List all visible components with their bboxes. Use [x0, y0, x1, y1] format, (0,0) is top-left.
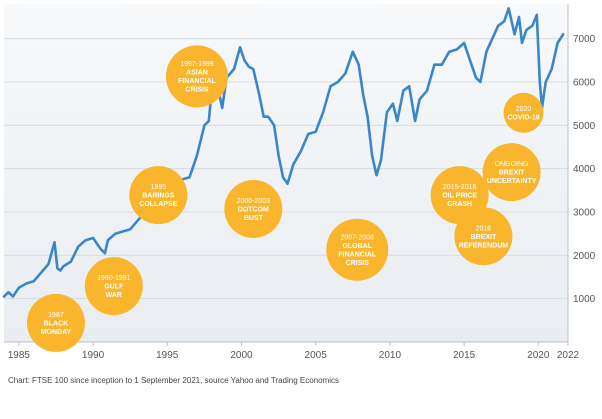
annotation-text: BREXIT — [499, 170, 525, 177]
annotation-text: 1990-1991 — [97, 275, 131, 282]
y-tick-label: 5000 — [573, 121, 596, 132]
y-tick-label: 7000 — [573, 34, 596, 45]
y-tick-label: 3000 — [573, 208, 596, 219]
annotation-text: 2020 — [516, 106, 532, 113]
annotation-text: 1987 — [48, 312, 64, 319]
annotation-bubble: 2020 COVID-19 — [503, 92, 544, 133]
annotation-text: DOTCOM — [238, 206, 269, 213]
x-tick-label: 2020 — [527, 350, 550, 361]
x-tick-label: 2015 — [453, 350, 476, 361]
x-tick-label: 2010 — [379, 350, 402, 361]
annotation-circle — [84, 257, 143, 316]
x-axis: 1985 1990 1995 2000 2005 2010 2015 2020 2022 — [4, 341, 580, 361]
annotation-text: 1997-1999 — [180, 61, 214, 68]
annotation-text: REFERENDUM — [459, 242, 509, 249]
annotation-text: OIL PRICE — [442, 193, 477, 200]
annotation-circle — [454, 207, 513, 266]
annotation-text: 1995 — [151, 184, 167, 191]
x-tick-label: 1990 — [82, 350, 105, 361]
x-tick-label: 2000 — [230, 350, 253, 361]
chart-caption: Chart: FTSE 100 since inception to 1 Sep… — [8, 376, 340, 385]
annotation-text: BLACK — [44, 320, 69, 327]
annotation-text: ASIAN — [186, 70, 208, 77]
annotation-text: COVID-19 — [507, 115, 539, 122]
annotation-text: CRASH — [447, 201, 472, 208]
annotation-text: GULF — [104, 284, 124, 291]
x-tick-label: 2005 — [305, 350, 328, 361]
x-tick-label: 1985 — [8, 350, 31, 361]
series-layer — [2, 7, 565, 298]
annotation-text: FINANCIAL — [178, 78, 216, 85]
annotation-text: BUST — [244, 215, 264, 222]
annotation-text: ONGOING — [495, 161, 529, 168]
y-axis: 1000 2000 3000 4000 5000 6000 7000 — [567, 4, 596, 342]
annotation-text: CRISIS — [185, 87, 209, 94]
annotation-circle — [503, 92, 544, 133]
annotation-text: BREXIT — [471, 234, 497, 241]
annotation-circle — [129, 166, 188, 225]
annotation-text: GLOBAL — [342, 243, 372, 250]
annotation-text: CRISIS — [346, 260, 370, 267]
annotation-circle — [224, 179, 283, 238]
annotation-circle — [26, 293, 85, 352]
annotation-text: BARINGS — [142, 193, 175, 200]
annotation-text: 2015-2016 — [443, 184, 477, 191]
annotation-text: MONDAY — [41, 329, 72, 336]
y-tick-label: 1000 — [573, 294, 596, 305]
annotation-circle — [326, 218, 389, 281]
x-tick-label: 2022 — [557, 350, 580, 361]
y-tick-label: 4000 — [573, 164, 596, 175]
annotation-circle — [165, 45, 228, 108]
annotation-text: COLLAPSE — [139, 201, 177, 208]
y-tick-label: 2000 — [573, 251, 596, 262]
annotation-text: 2007-2008 — [340, 234, 374, 241]
annotation-text: WAR — [106, 292, 122, 299]
annotation-text: FINANCIAL — [338, 251, 376, 258]
x-tick-label: 1995 — [156, 350, 179, 361]
annotation-text: UNCERTAINTY — [487, 178, 537, 185]
annotation-text: 2016 — [476, 225, 492, 232]
y-tick-label: 6000 — [573, 78, 596, 89]
annotation-circle — [482, 143, 541, 202]
annotation-text: 2000-2003 — [237, 198, 271, 205]
series-line — [2, 7, 565, 298]
